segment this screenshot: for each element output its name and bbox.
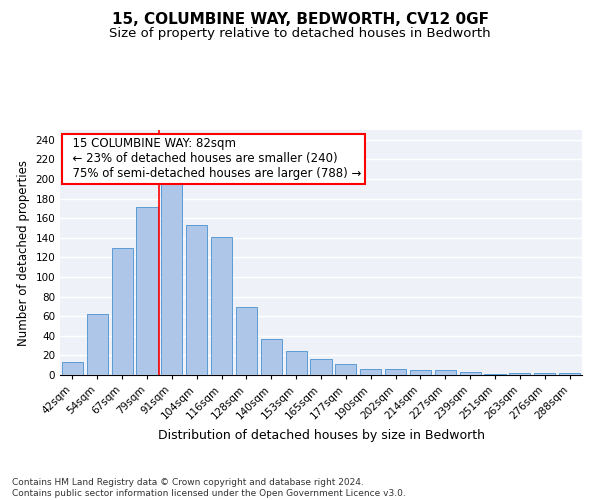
Bar xyxy=(87,314,108,375)
Y-axis label: Number of detached properties: Number of detached properties xyxy=(17,160,30,346)
Bar xyxy=(534,373,555,375)
Bar xyxy=(335,364,356,375)
Bar xyxy=(559,373,580,375)
Bar xyxy=(310,360,332,375)
Bar xyxy=(360,369,381,375)
Bar xyxy=(62,362,83,375)
Bar xyxy=(161,182,182,375)
Bar xyxy=(509,373,530,375)
X-axis label: Distribution of detached houses by size in Bedworth: Distribution of detached houses by size … xyxy=(157,429,485,442)
Bar xyxy=(211,237,232,375)
Text: Size of property relative to detached houses in Bedworth: Size of property relative to detached ho… xyxy=(109,28,491,40)
Bar xyxy=(435,370,456,375)
Text: 15 COLUMBINE WAY: 82sqm
  ← 23% of detached houses are smaller (240)
  75% of se: 15 COLUMBINE WAY: 82sqm ← 23% of detache… xyxy=(65,138,362,180)
Bar xyxy=(261,338,282,375)
Bar xyxy=(236,308,257,375)
Bar xyxy=(410,370,431,375)
Bar xyxy=(385,369,406,375)
Text: Contains HM Land Registry data © Crown copyright and database right 2024.
Contai: Contains HM Land Registry data © Crown c… xyxy=(12,478,406,498)
Bar xyxy=(286,352,307,375)
Bar xyxy=(112,248,133,375)
Bar xyxy=(186,225,207,375)
Bar xyxy=(136,208,158,375)
Bar xyxy=(460,372,481,375)
Text: 15, COLUMBINE WAY, BEDWORTH, CV12 0GF: 15, COLUMBINE WAY, BEDWORTH, CV12 0GF xyxy=(112,12,488,28)
Bar xyxy=(484,374,506,375)
